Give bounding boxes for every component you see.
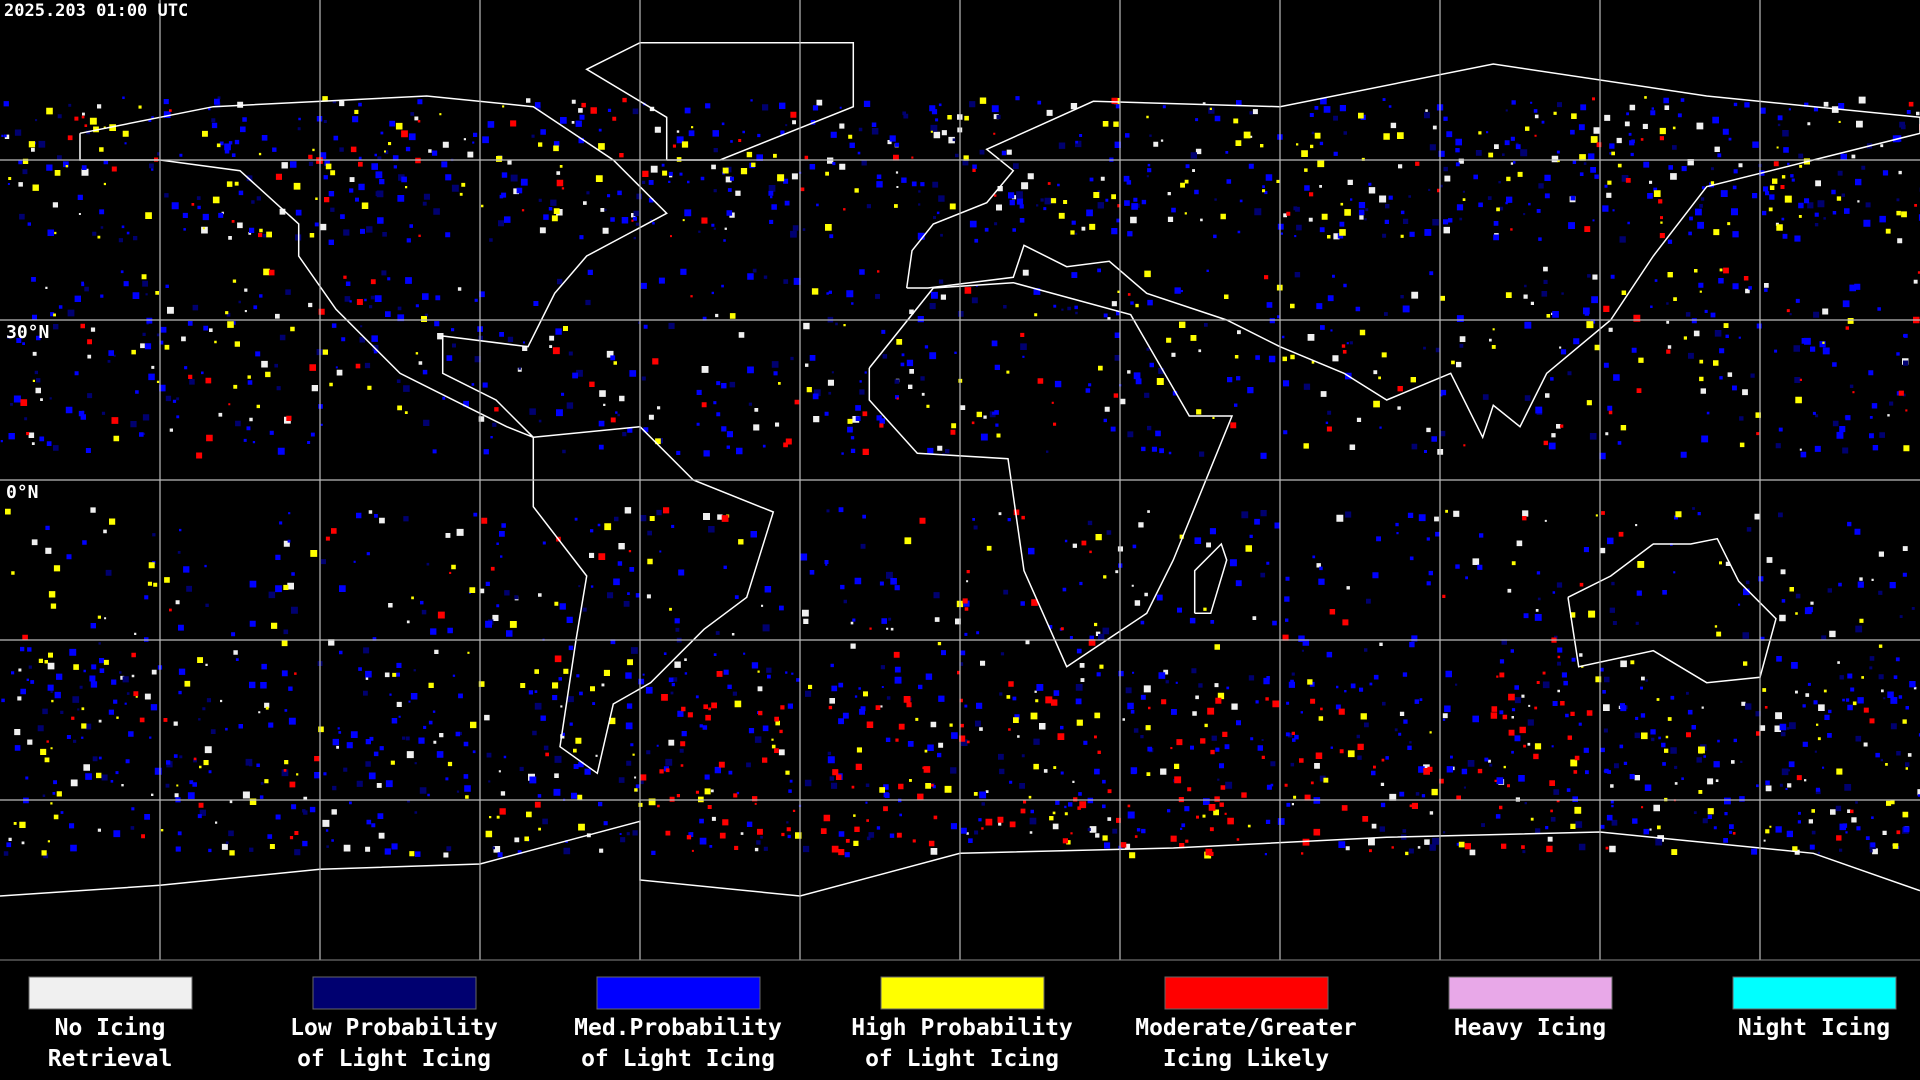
legend-swatch bbox=[1164, 976, 1329, 1010]
legend-swatch bbox=[596, 976, 761, 1010]
legend-label: Moderate/Greater bbox=[1135, 1015, 1357, 1041]
coastline bbox=[532, 425, 775, 775]
lat-labels: 30°N 0°N bbox=[6, 322, 49, 503]
legend-swatch bbox=[880, 976, 1045, 1010]
legend-swatch bbox=[1732, 976, 1897, 1010]
legend: No Icing Retrieval Low Probability of Light… bbox=[28, 976, 1897, 1072]
coastline bbox=[1567, 537, 1777, 684]
legend-swatch bbox=[1448, 976, 1613, 1010]
legend-label: Med.Probability bbox=[574, 1015, 782, 1041]
coastline bbox=[585, 41, 855, 161]
timestamp: 2025.203 01:00 UTC bbox=[4, 1, 188, 21]
legend-label: High Probability bbox=[851, 1015, 1073, 1041]
legend-swatch bbox=[28, 976, 193, 1010]
legend-label: Low Probability bbox=[290, 1015, 498, 1041]
legend-label: of Light Icing bbox=[581, 1046, 775, 1072]
coastline bbox=[79, 95, 668, 438]
graticule bbox=[0, 0, 1920, 960]
legend-swatch bbox=[312, 976, 477, 1010]
legend-label: Retrieval bbox=[48, 1046, 173, 1072]
lat-label: 0°N bbox=[6, 482, 39, 503]
legend-label: No Icing bbox=[55, 1015, 166, 1041]
coastline bbox=[905, 63, 1920, 440]
legend-label: Heavy Icing bbox=[1454, 1015, 1606, 1041]
icing-field bbox=[0, 96, 1920, 859]
coastline bbox=[1193, 542, 1228, 615]
legend-label: of Light Icing bbox=[297, 1046, 491, 1072]
coastline bbox=[868, 281, 1234, 668]
legend-label: Icing Likely bbox=[1163, 1046, 1329, 1072]
lat-label: 30°N bbox=[6, 322, 49, 343]
icing-pixels bbox=[0, 96, 1920, 858]
legend-label: Night Icing bbox=[1738, 1015, 1890, 1041]
legend-label: of Light Icing bbox=[865, 1046, 1059, 1072]
